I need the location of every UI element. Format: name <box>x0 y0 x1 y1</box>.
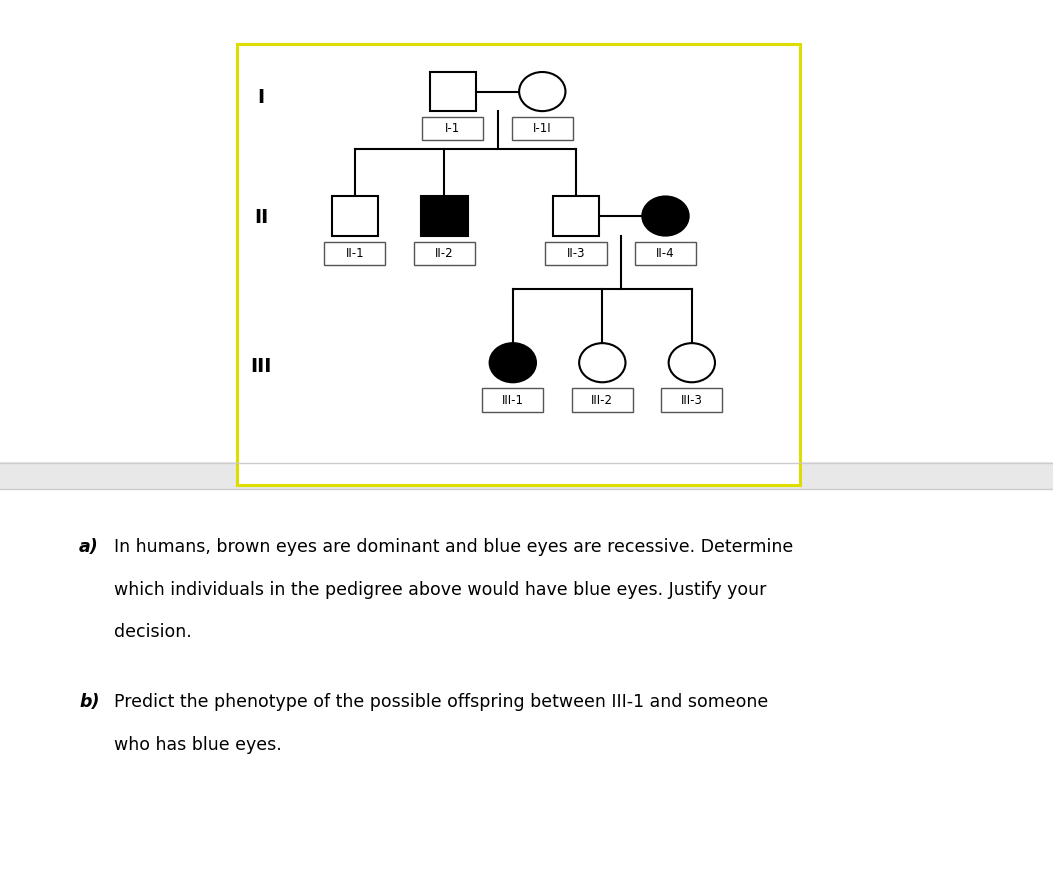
Text: II-2: II-2 <box>435 247 454 260</box>
Text: I: I <box>258 88 264 108</box>
FancyBboxPatch shape <box>237 44 800 485</box>
Bar <box>482 388 543 412</box>
Circle shape <box>519 72 565 111</box>
Bar <box>661 388 722 412</box>
Text: I-1: I-1 <box>445 123 460 135</box>
Text: III: III <box>251 356 272 376</box>
Text: who has blue eyes.: who has blue eyes. <box>114 736 281 754</box>
Circle shape <box>490 343 536 382</box>
Text: b): b) <box>79 693 99 711</box>
Text: I-1I: I-1I <box>533 123 552 135</box>
Bar <box>430 72 476 111</box>
Bar <box>553 196 599 236</box>
Text: which individuals in the pedigree above would have blue eyes. Justify your: which individuals in the pedigree above … <box>114 581 767 598</box>
Text: II-4: II-4 <box>656 247 675 260</box>
Text: III-1: III-1 <box>502 394 523 406</box>
Text: II: II <box>254 208 269 228</box>
Bar <box>421 196 468 236</box>
Text: Predict the phenotype of the possible offspring between III-1 and someone: Predict the phenotype of the possible of… <box>114 693 768 711</box>
Circle shape <box>642 196 689 236</box>
Text: III-2: III-2 <box>592 394 613 406</box>
Bar <box>422 117 483 140</box>
Text: III-3: III-3 <box>681 394 702 406</box>
Bar <box>572 388 633 412</box>
Circle shape <box>669 343 715 382</box>
Circle shape <box>579 343 625 382</box>
Text: decision.: decision. <box>114 623 192 641</box>
Bar <box>545 242 607 265</box>
Bar <box>635 242 696 265</box>
Text: In humans, brown eyes are dominant and blue eyes are recessive. Determine: In humans, brown eyes are dominant and b… <box>114 538 793 556</box>
Text: II-1: II-1 <box>345 247 364 260</box>
Bar <box>414 242 475 265</box>
Text: a): a) <box>79 538 99 556</box>
Bar <box>512 117 573 140</box>
Bar <box>324 242 385 265</box>
FancyBboxPatch shape <box>0 462 1053 489</box>
Text: II-3: II-3 <box>567 247 585 260</box>
Bar <box>332 196 378 236</box>
